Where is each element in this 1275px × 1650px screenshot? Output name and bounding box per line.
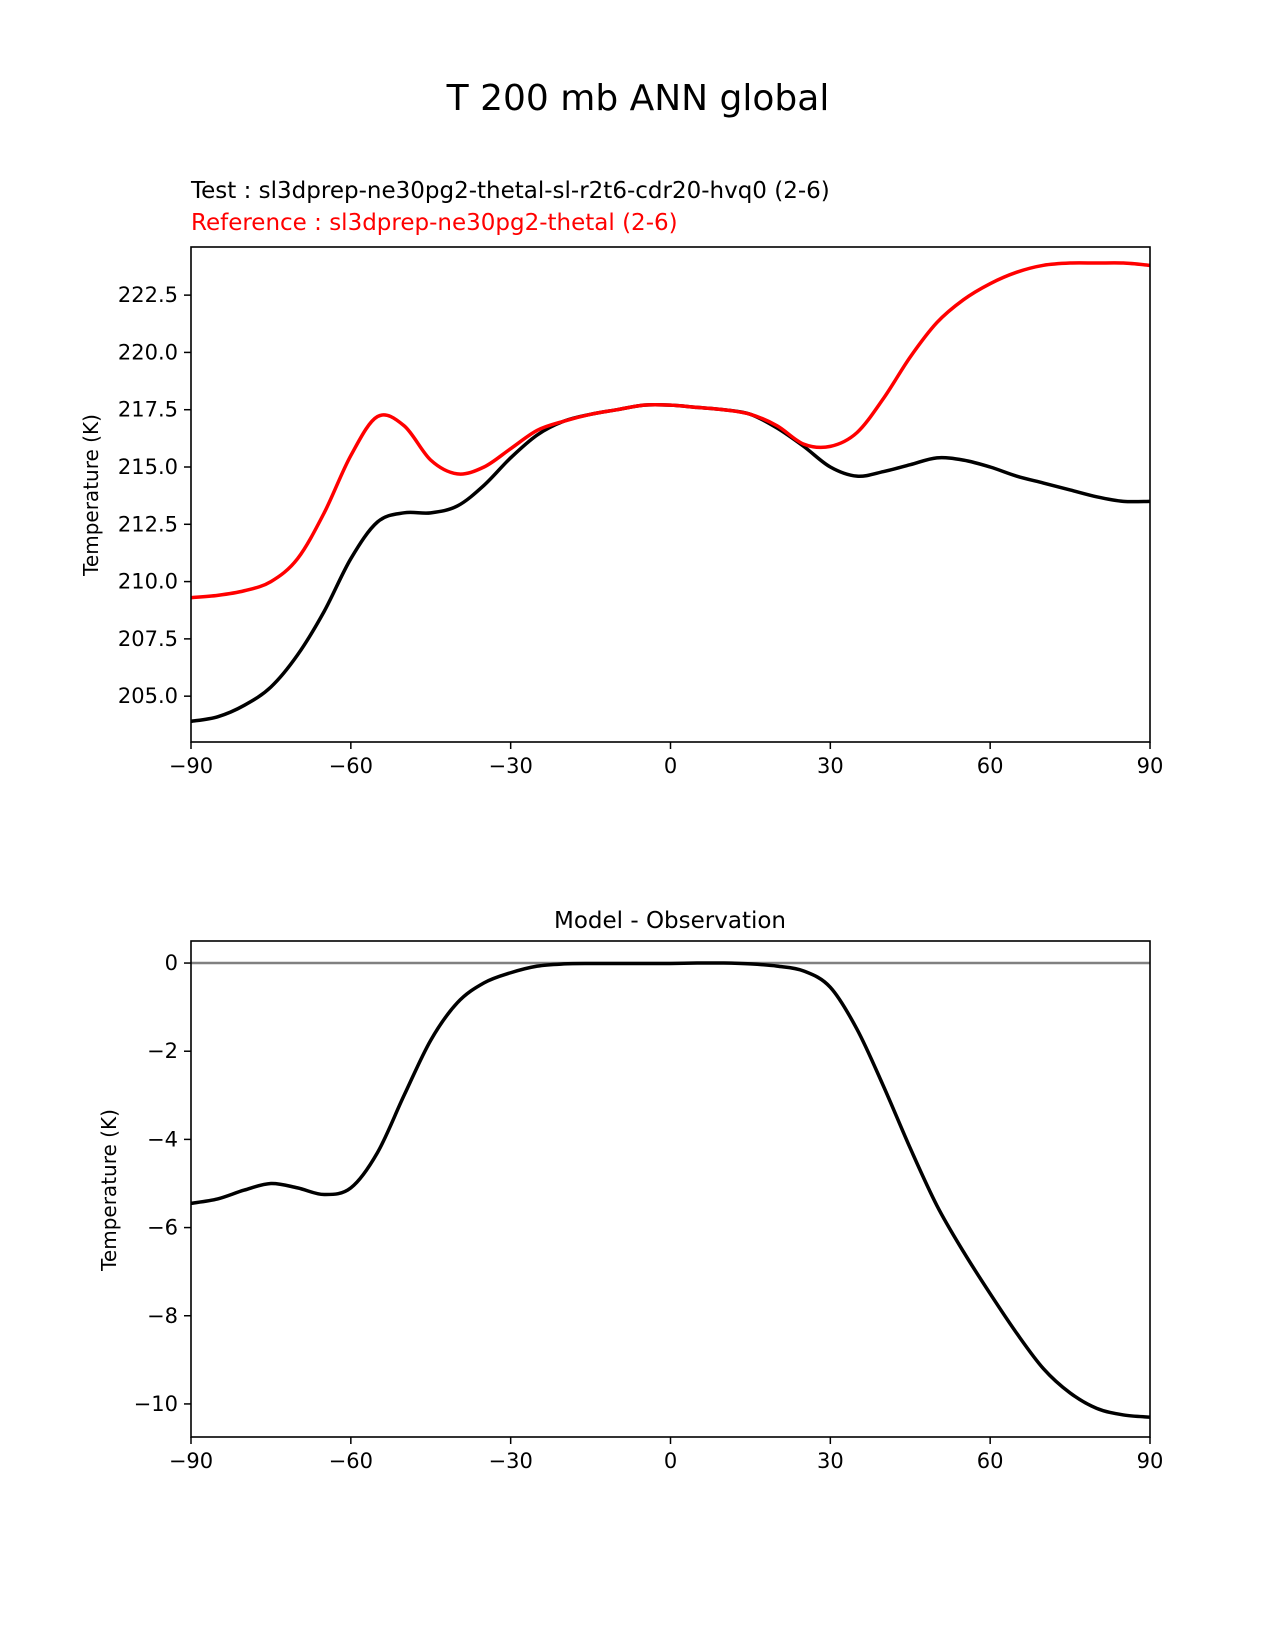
top-y-tick-label: 207.5 (118, 627, 178, 651)
top-x-tick-label: 0 (664, 754, 677, 778)
figure-title: T 200 mb ANN global (446, 78, 830, 119)
bottom-x-tick-label: 30 (817, 1449, 844, 1473)
top-y-tick-label: 217.5 (118, 398, 178, 422)
top-x-tick-label: −30 (489, 754, 533, 778)
top-x-tick-label: −90 (169, 754, 213, 778)
top-y-tick-label: 210.0 (118, 570, 178, 594)
bottom-x-tick-label: −90 (169, 1449, 213, 1473)
top-y-tick-label: 205.0 (118, 684, 178, 708)
top-y-tick-label: 222.5 (118, 283, 178, 307)
top-y-tick-label: 215.0 (118, 455, 178, 479)
bottom-y-tick-label: −10 (134, 1392, 178, 1416)
test-label: Test : sl3dprep-ne30pg2-thetal-sl-r2t6-c… (190, 178, 830, 204)
top-test-line (190, 402, 1151, 724)
top-reference-line (190, 261, 1151, 600)
top-y-axis-label: Temperature (K) (79, 414, 103, 577)
bottom-plot-frame (190, 940, 1151, 1438)
bottom-y-tick-label: −2 (147, 1039, 178, 1063)
bottom-model-observation-line (190, 961, 1151, 1419)
reference-label: Reference : sl3dprep-ne30pg2-thetal (2-6… (191, 210, 678, 236)
bottom-y-axis-label: Temperature (K) (97, 1109, 121, 1272)
top-x-tick-label: −60 (329, 754, 373, 778)
bottom-x-tick-label: 0 (664, 1449, 677, 1473)
bottom-y-tick-label: −4 (147, 1127, 178, 1151)
top-x-tick-label: 90 (1137, 754, 1164, 778)
top-x-tick-label: 60 (977, 754, 1004, 778)
top-x-tick-label: 30 (817, 754, 844, 778)
top-y-tick-label: 220.0 (118, 340, 178, 364)
bottom-x-tick-label: −30 (489, 1449, 533, 1473)
bottom-x-tick-label: 90 (1137, 1449, 1164, 1473)
bottom-y-tick-label: −8 (147, 1304, 178, 1328)
bottom-x-tick-label: 60 (977, 1449, 1004, 1473)
bottom-y-tick-label: 0 (165, 951, 178, 975)
top-plot-frame (190, 246, 1151, 743)
bottom-x-tick-label: −60 (329, 1449, 373, 1473)
bottom-y-tick-label: −6 (147, 1216, 178, 1240)
top-chart: Test : sl3dprep-ne30pg2-thetal-sl-r2t6-c… (79, 178, 1163, 778)
bottom-chart: Model - Observation Temperature (K) −90 −… (97, 908, 1163, 1473)
bottom-chart-title: Model - Observation (554, 908, 786, 934)
top-y-tick-label: 212.5 (118, 512, 178, 536)
